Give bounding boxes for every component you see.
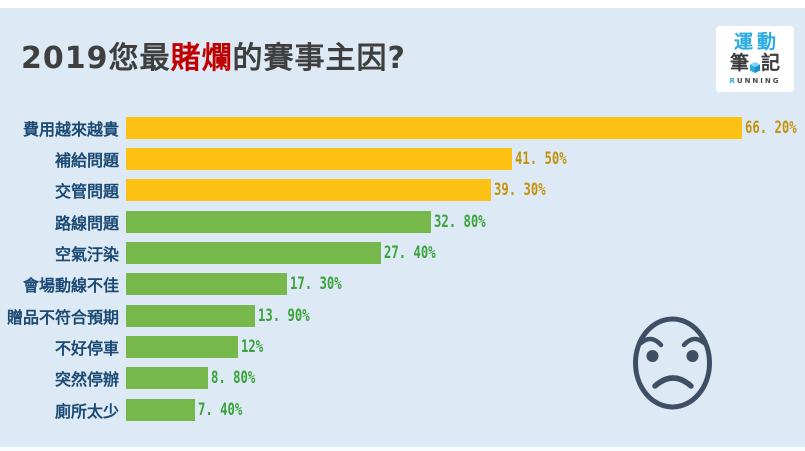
bar xyxy=(126,116,742,139)
category-label: 空氣汙染 xyxy=(54,245,119,265)
category-label: 費用越來越貴 xyxy=(22,119,119,139)
chart-row: 補給問題 41. 50% xyxy=(0,143,805,174)
category-label: 突然停辦 xyxy=(54,370,119,390)
bar xyxy=(126,336,238,359)
title-prefix: 2019您最 xyxy=(21,41,171,76)
category-label: 交管問題 xyxy=(54,182,119,202)
chart-row: 廁所太少 7. 40% xyxy=(0,394,805,425)
chart-row: 突然停辦 8. 80% xyxy=(0,363,805,394)
category-label: 不好停車 xyxy=(54,339,119,359)
bar xyxy=(126,367,208,390)
value-label: 12% xyxy=(240,337,263,358)
chart-row: 路線問題 32. 80% xyxy=(0,206,805,237)
bar-chart: 費用越來越貴 66. 20% 補給問題 41. 50% 交管問題 39. 30% 路線問題 3… xyxy=(0,112,805,425)
title-highlight: 賭爛 xyxy=(170,41,233,76)
bar xyxy=(126,210,432,233)
top-white-strip xyxy=(0,0,805,8)
chart-row: 贈品不符合預期 13. 90% xyxy=(0,300,805,331)
bar xyxy=(126,242,381,265)
angry-face-icon xyxy=(631,316,715,416)
value-label: 17. 30% xyxy=(289,274,342,295)
value-label: 32. 80% xyxy=(434,211,486,232)
category-label: 補給問題 xyxy=(54,151,119,171)
category-label: 贈品不符合預期 xyxy=(6,307,119,327)
chart-row: 會場動線不佳 17. 30% xyxy=(0,269,805,300)
value-label: 39. 30% xyxy=(494,180,547,201)
value-label: 7. 40% xyxy=(197,399,243,420)
page-title: 2019您最賭爛的賽事主因? xyxy=(21,33,406,77)
logo-text-line2: 筆 記 xyxy=(729,52,781,74)
chart-row: 不好停車 12% xyxy=(0,331,805,362)
logo-caption-first-letter: R xyxy=(729,76,737,85)
value-label: 66. 20% xyxy=(744,117,797,138)
bar xyxy=(126,273,287,296)
category-label: 廁所太少 xyxy=(54,401,119,421)
logo-text-line2-left: 筆 xyxy=(729,52,749,74)
cube-icon xyxy=(750,58,760,74)
logo-caption-rest: UNNING xyxy=(736,76,781,85)
category-label: 會場動線不佳 xyxy=(22,276,119,296)
chart-row: 費用越來越貴 66. 20% xyxy=(0,112,805,143)
logo-caption: RUNNING xyxy=(730,77,781,85)
category-label: 路線問題 xyxy=(54,213,119,233)
title-suffix: 的賽事主因? xyxy=(232,41,406,76)
value-label: 27. 40% xyxy=(383,243,436,264)
value-label: 8. 80% xyxy=(210,368,256,389)
chart-row: 交管問題 39. 30% xyxy=(0,175,805,206)
logo-text-line2-right: 記 xyxy=(761,52,781,74)
bar xyxy=(126,179,492,202)
chart-row: 空氣汙染 27. 40% xyxy=(0,237,805,268)
logo-text-line1: 運動 xyxy=(733,31,780,54)
bar xyxy=(126,304,256,327)
bar xyxy=(126,398,195,421)
brand-logo: 運動 筆 記 RUNNING xyxy=(716,26,794,92)
bar xyxy=(126,148,512,171)
value-label: 13. 90% xyxy=(258,305,310,326)
value-label: 41. 50% xyxy=(514,149,567,170)
bottom-white-strip xyxy=(0,447,805,451)
